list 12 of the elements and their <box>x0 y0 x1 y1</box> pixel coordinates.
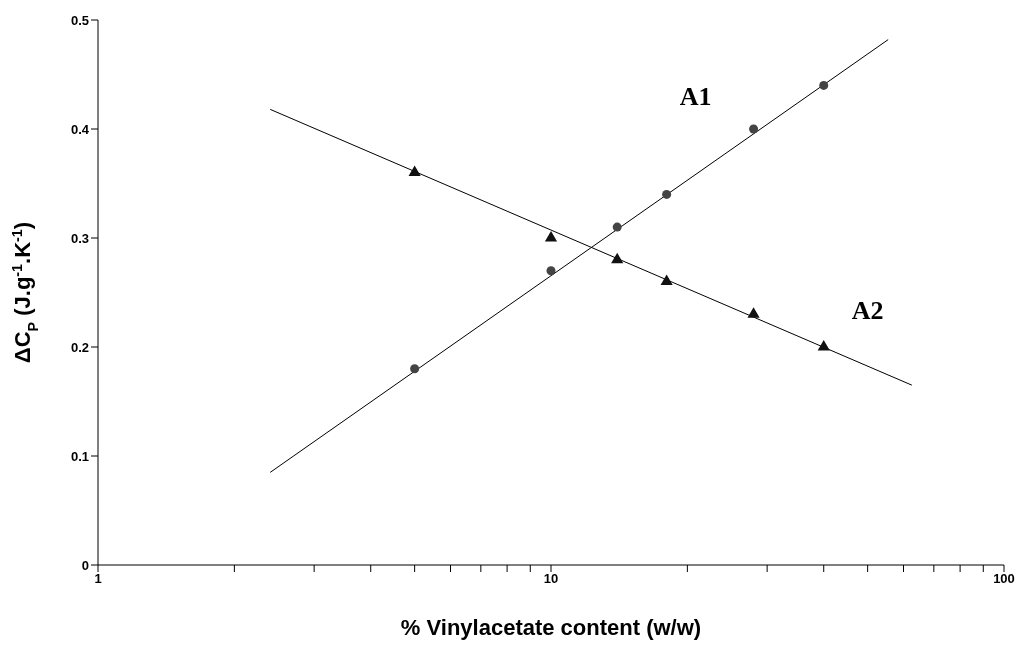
x-tick-label: 100 <box>993 571 1015 587</box>
series-label: A1 <box>679 82 712 112</box>
x-tick-label: 10 <box>543 571 559 587</box>
series-label: A2 <box>851 295 884 325</box>
y-tick-label: 0.5 <box>70 12 89 28</box>
y-tick-label: 0.4 <box>70 121 90 137</box>
y-tick-label: 0.2 <box>70 339 89 355</box>
x-tick-label: 1 <box>94 571 102 587</box>
y-tick-label: 0.1 <box>70 448 89 464</box>
y-tick-label: 0 <box>81 557 89 573</box>
x-axis-title: % Vinylacetate content (w/w) <box>400 615 702 640</box>
y-tick-label: 0.3 <box>70 230 89 246</box>
